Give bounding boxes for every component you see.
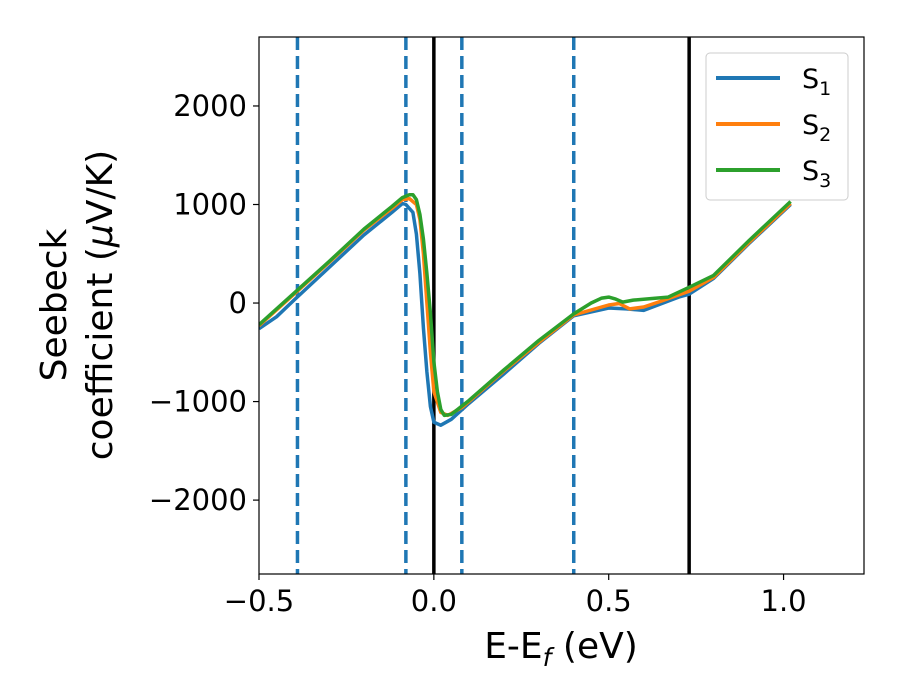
x-tick-label: −0.5 [224,584,294,618]
series-line-s2 [259,196,792,418]
y-tick-label: 2000 [173,89,247,123]
reference-lines [295,37,691,574]
y-tick-label: −2000 [149,483,247,517]
y-tick-label: 0 [229,286,247,320]
x-tick-label: 1.0 [761,584,807,618]
legend-box [705,52,849,201]
series-line-s1 [259,201,792,427]
y-tick-label: −1000 [149,385,247,419]
x-tick-label: 0.5 [586,584,632,618]
y-tick-label: 1000 [173,188,247,222]
legend: S1 S2 S3 [705,52,849,201]
x-axis-label: E-Ef (eV) [484,626,638,672]
legend-label-s3: S3 [802,156,831,192]
x-tick-label: 0.0 [411,584,457,618]
y-axis-label-line1: Seebeck [34,228,75,381]
series-line-s3 [259,192,792,418]
series-lines [259,192,792,427]
plot-frame [258,36,865,575]
x-ticks: −0.5 0.0 0.5 1.0 [224,574,807,618]
y-ticks: −2000 −1000 0 1000 2000 [149,89,259,517]
axes-frame [258,36,865,575]
legend-label-s2: S2 [802,110,831,146]
y-axis-label-line2: coefficient (μV/K) [80,150,121,460]
legend-label-s1: S1 [802,64,831,100]
